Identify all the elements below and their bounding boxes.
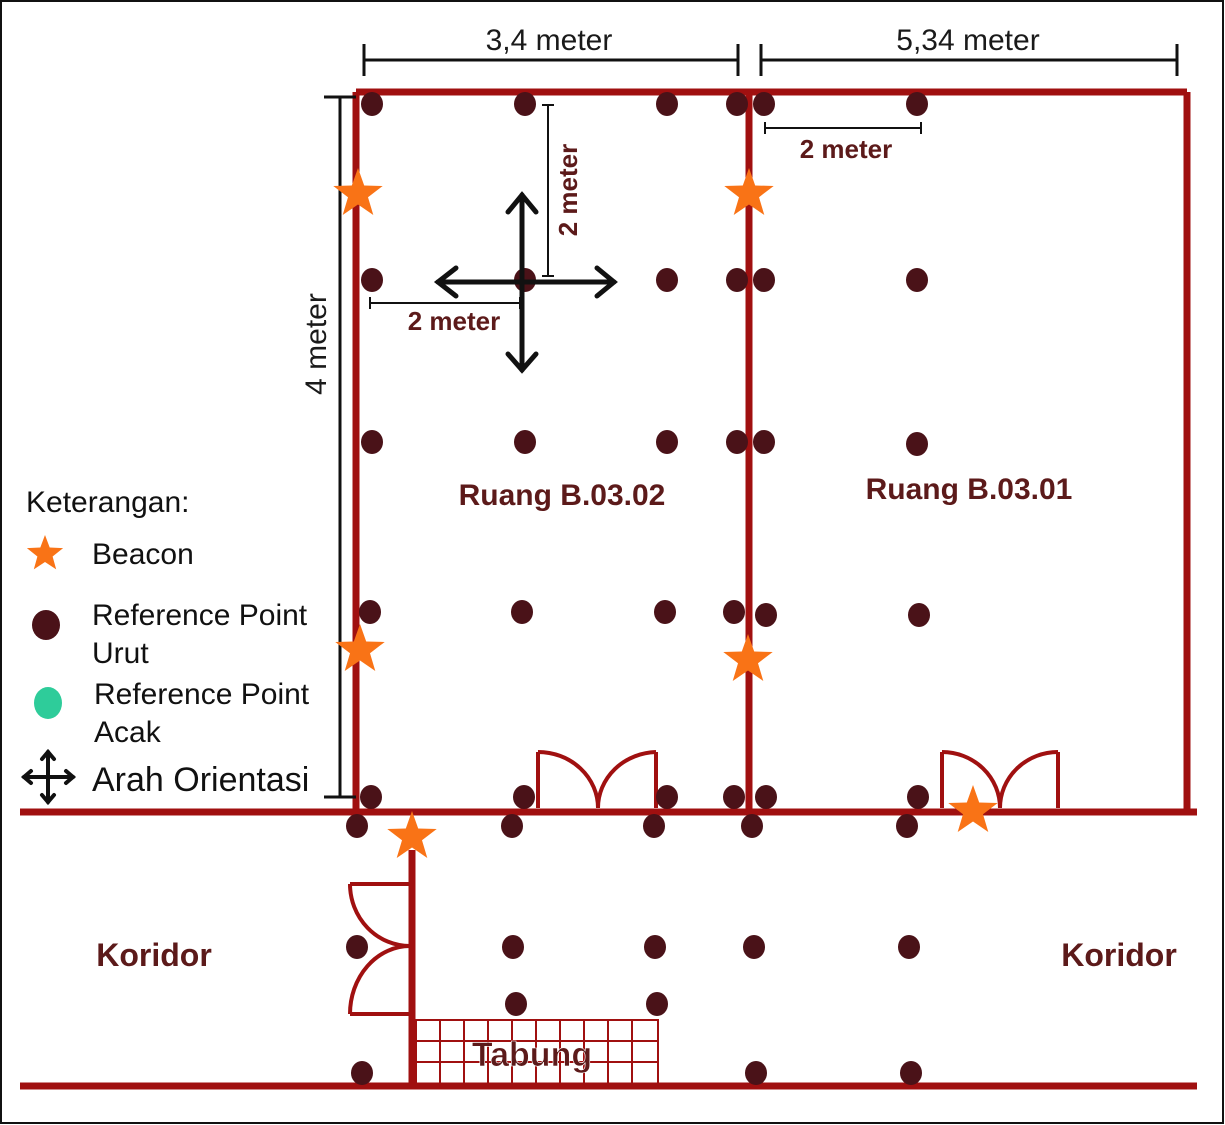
reference-point-urut	[643, 814, 665, 838]
reference-point-urut	[514, 92, 536, 116]
room-label-b0301: Ruang B.03.01	[866, 473, 1073, 506]
reference-point-urut	[755, 785, 777, 809]
spacing-lines	[369, 104, 922, 309]
walls	[20, 88, 1197, 1090]
reference-point-urut	[511, 600, 533, 624]
reference-point-urut	[726, 430, 748, 454]
corridor-label-left: Koridor	[96, 937, 212, 973]
beacon-star-icon	[333, 168, 383, 215]
corridor-label-right: Koridor	[1061, 937, 1177, 973]
legend-orientation-icon	[20, 748, 77, 806]
beacon-star-icon	[724, 168, 774, 215]
legend-rp-urut-label-line1: Reference Point	[92, 599, 308, 632]
room-label-b0302: Ruang B.03.02	[459, 479, 666, 512]
reference-point-urut	[644, 935, 666, 959]
legend-rp-acak-label-line1: Reference Point	[94, 678, 310, 711]
orientation-arrows	[433, 191, 618, 374]
reference-point-urut	[753, 92, 775, 116]
legend-rp-urut-label-line2: Urut	[92, 637, 149, 670]
spacing-vertical-label: 2 meter	[553, 144, 583, 237]
reference-point-urut	[361, 92, 383, 116]
reference-point-urut	[514, 430, 536, 454]
reference-point-urut	[656, 92, 678, 116]
reference-point-urut	[906, 268, 928, 292]
left-height-label: 4 meter	[300, 293, 333, 395]
door-room-left	[536, 750, 658, 809]
beacon-star-icon	[948, 785, 998, 832]
beacons	[333, 168, 998, 858]
reference-point-urut	[755, 603, 777, 627]
reference-point-urut	[726, 268, 748, 292]
spacing-horizontal-label-room1: 2 meter	[408, 306, 501, 336]
reference-point-urut	[907, 785, 929, 809]
reference-point-urut	[908, 603, 930, 627]
spacing-horizontal-label-room2: 2 meter	[800, 134, 893, 164]
reference-point-urut	[743, 935, 765, 959]
tank-grid	[415, 1019, 659, 1085]
legend-rp-urut-icon	[32, 610, 60, 640]
beacon-star-icon	[387, 811, 437, 858]
reference-point-urut	[656, 268, 678, 292]
reference-point-urut	[898, 935, 920, 959]
reference-point-urut	[351, 1061, 373, 1085]
dimension-lines	[324, 44, 1179, 799]
reference-point-urut	[361, 430, 383, 454]
reference-point-urut	[501, 814, 523, 838]
door-corridor	[348, 882, 411, 1016]
top-right-width-label: 5,34 meter	[896, 24, 1039, 57]
reference-point-urut	[502, 935, 524, 959]
reference-point-urut	[361, 268, 383, 292]
reference-point-urut	[513, 785, 535, 809]
reference-point-urut	[723, 785, 745, 809]
reference-point-urut	[741, 814, 763, 838]
reference-point-urut	[346, 814, 368, 838]
reference-point-urut	[654, 600, 676, 624]
reference-point-urut	[346, 935, 368, 959]
reference-point-urut	[359, 600, 381, 624]
beacon-star-icon	[723, 634, 773, 681]
reference-point-urut	[753, 430, 775, 454]
tank-label: Tabung	[472, 1036, 592, 1074]
legend-rp-acak-label-line2: Acak	[94, 716, 162, 749]
top-left-width-label: 3,4 meter	[486, 24, 613, 57]
legend-beacon-label: Beacon	[92, 538, 194, 571]
reference-point-urut	[656, 785, 678, 809]
reference-point-urut	[906, 92, 928, 116]
legend-title: Keterangan:	[26, 486, 189, 519]
door-room-right	[940, 750, 1060, 809]
reference-point-urut	[723, 600, 745, 624]
legend-rp-acak-icon	[34, 687, 62, 719]
reference-points	[346, 92, 930, 1085]
legend: Keterangan: Beacon Reference Point Urut …	[20, 486, 310, 806]
reference-point-urut	[745, 1061, 767, 1085]
reference-point-urut	[656, 430, 678, 454]
reference-point-urut	[505, 992, 527, 1016]
reference-point-urut	[900, 1061, 922, 1085]
legend-orientation-label: Arah Orientasi	[92, 761, 309, 799]
reference-point-urut	[896, 814, 918, 838]
reference-point-urut	[726, 92, 748, 116]
reference-point-urut	[906, 432, 928, 456]
beacon-star-icon	[335, 624, 385, 671]
reference-point-urut	[646, 992, 668, 1016]
legend-beacon-icon	[26, 535, 64, 570]
reference-point-urut	[753, 268, 775, 292]
reference-point-urut	[360, 785, 382, 809]
